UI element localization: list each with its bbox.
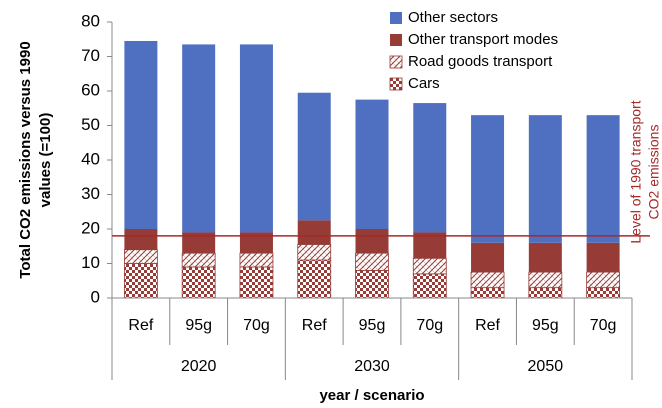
x-tick-label: 95g: [532, 317, 559, 334]
bar-segment: [124, 229, 158, 250]
bar-segment: [239, 266, 274, 299]
bar-segment: [528, 271, 563, 289]
reference-label: CO2 emissions: [646, 125, 662, 220]
x-tick-label: Ref: [128, 317, 153, 334]
bar-segment: [528, 242, 562, 273]
legend-label: Other transport modes: [408, 31, 558, 48]
y-tick-label: 0: [91, 287, 100, 306]
y-tick-label: 20: [81, 218, 100, 237]
x-tick-label: 95g: [359, 317, 386, 334]
y-tick-label: 70: [81, 46, 100, 65]
bar-segment: [355, 99, 389, 229]
bar-segment: [123, 263, 158, 299]
bar-segment: [182, 44, 216, 233]
bar-segment: [413, 232, 447, 259]
legend-swatch: [389, 55, 403, 69]
bar-segment: [239, 44, 273, 233]
legend-swatch: [390, 12, 402, 24]
bar-segment: [471, 242, 505, 273]
group-label: 2030: [354, 358, 390, 375]
y-tick-label: 50: [81, 115, 100, 134]
group-label: 2020: [181, 358, 217, 375]
y-tick-label: 30: [81, 184, 100, 203]
y-axis-label: Total CO2 emissions versus 1990: [17, 41, 34, 278]
bar-segment: [528, 115, 562, 243]
y-tick-label: 80: [81, 11, 100, 30]
bar-segment: [586, 271, 621, 289]
y-tick-label: 60: [81, 80, 100, 99]
x-axis-label: year / scenario: [319, 387, 424, 404]
group-label: 2050: [528, 358, 564, 375]
x-tick-label: 70g: [590, 317, 617, 334]
bar-segment: [470, 271, 505, 289]
bar-segment: [297, 259, 332, 299]
legend-swatch: [389, 77, 403, 91]
legend-label: Other sectors: [408, 9, 498, 26]
bar-segment: [470, 287, 505, 299]
bar-segment: [182, 232, 216, 254]
bar-segment: [586, 115, 620, 243]
bar-segment: [412, 273, 447, 299]
bar-segment: [586, 287, 621, 299]
legend-label: Road goods transport: [408, 53, 553, 70]
reference-label: Level of 1990 transport: [628, 100, 644, 243]
legend-swatch: [390, 34, 402, 46]
bar-segment: [181, 252, 216, 268]
bar-segment: [586, 242, 620, 273]
bar-segment: [123, 249, 158, 264]
bar-segment: [239, 252, 274, 268]
bar-segment: [355, 229, 389, 254]
x-tick-label: Ref: [302, 317, 327, 334]
x-tick-label: 70g: [243, 317, 270, 334]
bar-segment: [412, 257, 447, 275]
bar-segment: [297, 220, 331, 245]
bar-segment: [355, 269, 389, 299]
bar-segment: [181, 266, 216, 299]
bar-segment: [355, 252, 389, 271]
y-tick-label: 40: [81, 149, 100, 168]
legend-label: Cars: [408, 75, 440, 92]
bar-segment: [297, 92, 331, 221]
x-tick-label: Ref: [475, 317, 500, 334]
x-tick-label: 70g: [416, 317, 443, 334]
bar-segment: [413, 103, 447, 233]
bar-segment: [239, 232, 273, 254]
bar-segment: [124, 40, 158, 229]
y-axis-label: values (=100): [37, 113, 54, 208]
bar-segment: [471, 115, 505, 243]
bar-segment: [528, 287, 563, 299]
bar-segment: [297, 244, 332, 261]
x-tick-label: 95g: [185, 317, 212, 334]
y-tick-label: 10: [81, 253, 100, 272]
